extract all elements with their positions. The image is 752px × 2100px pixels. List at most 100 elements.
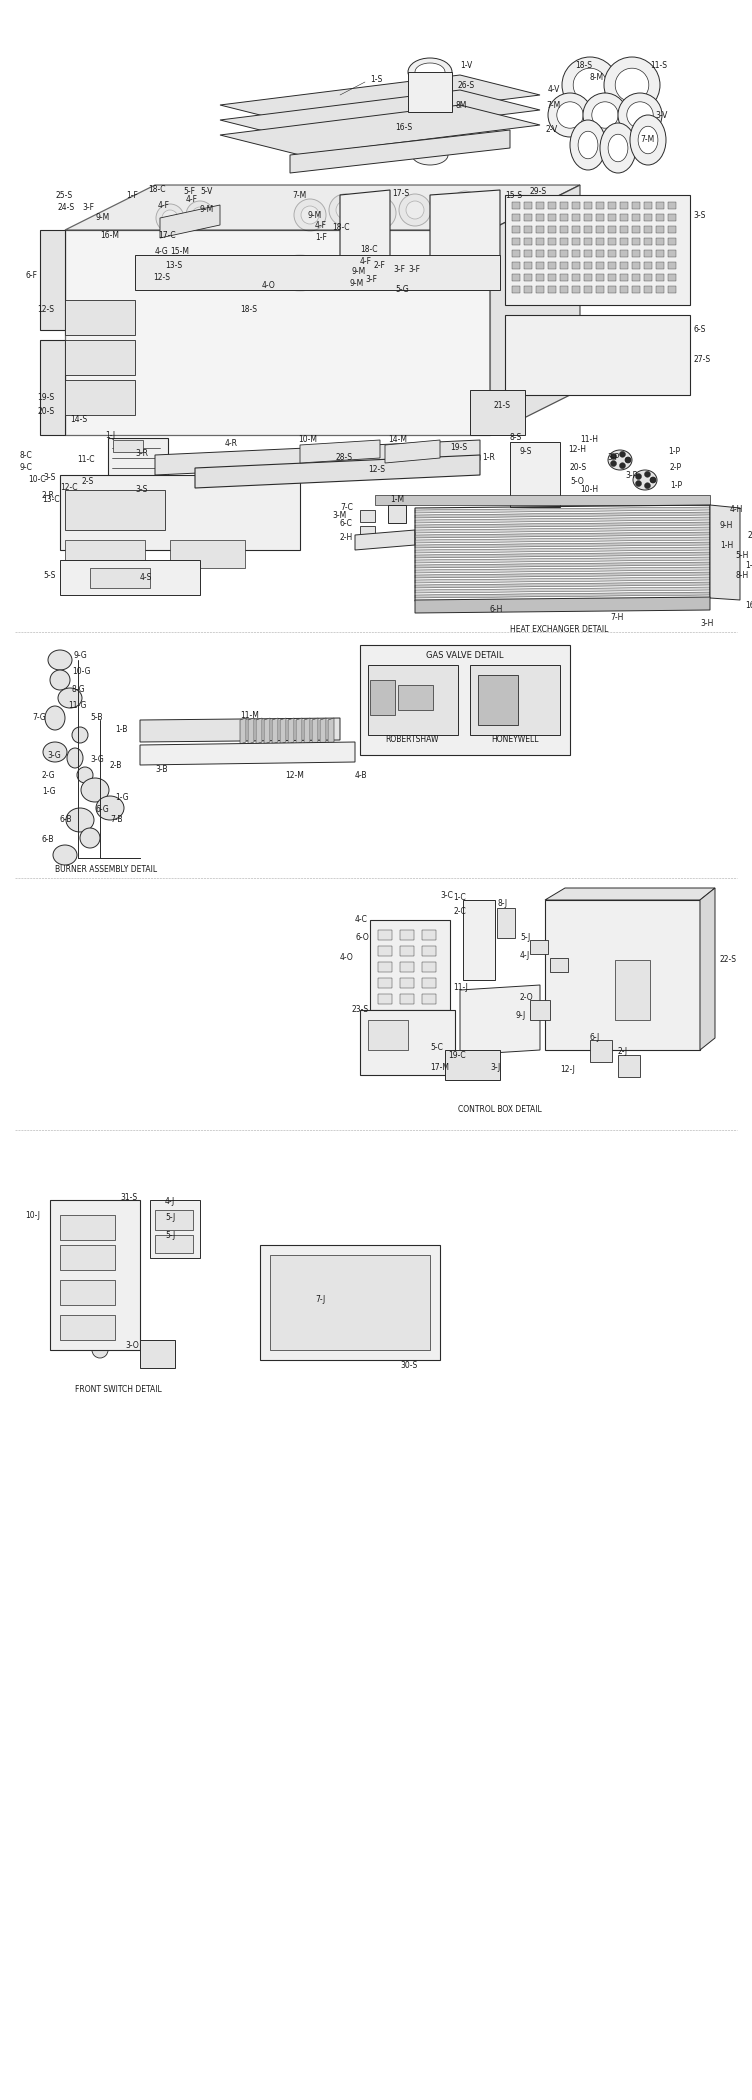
Bar (90, 567, 150, 588)
Text: ROBERTSHAW: ROBERTSHAW (385, 735, 438, 746)
Bar (560, 250, 568, 256)
Ellipse shape (43, 741, 67, 762)
Bar (584, 273, 592, 281)
Text: 22-S: 22-S (720, 956, 737, 964)
Ellipse shape (459, 275, 463, 279)
Text: 4-F: 4-F (315, 220, 327, 229)
Bar (536, 237, 544, 246)
Bar (608, 250, 616, 256)
Bar (422, 945, 436, 956)
Text: 7-B: 7-B (110, 815, 123, 825)
Polygon shape (415, 571, 710, 578)
Text: 8-C: 8-C (20, 452, 33, 460)
Ellipse shape (615, 67, 649, 101)
Ellipse shape (186, 202, 214, 229)
Bar (596, 273, 604, 281)
Text: 3-H: 3-H (700, 620, 714, 628)
Ellipse shape (517, 452, 553, 487)
Text: 20-S: 20-S (37, 407, 54, 416)
Bar (512, 262, 520, 269)
Ellipse shape (412, 116, 448, 134)
Ellipse shape (207, 260, 211, 265)
Bar (668, 250, 676, 256)
Polygon shape (355, 529, 415, 550)
Polygon shape (260, 1245, 440, 1361)
Bar (548, 227, 556, 233)
Bar (584, 202, 592, 210)
Bar (572, 214, 580, 220)
Ellipse shape (477, 260, 481, 265)
Text: 1-R: 1-R (482, 454, 495, 462)
Polygon shape (50, 1199, 140, 1350)
Text: 7-G: 7-G (32, 714, 46, 722)
Bar (668, 262, 676, 269)
Bar (536, 202, 544, 210)
Text: 6-F: 6-F (25, 271, 37, 279)
Bar (378, 962, 392, 972)
Ellipse shape (458, 218, 472, 231)
Polygon shape (65, 300, 135, 336)
Text: 16-M: 16-M (100, 231, 119, 239)
Ellipse shape (583, 92, 627, 136)
Bar (113, 441, 143, 452)
Text: 2-B: 2-B (110, 760, 123, 769)
Text: 3-F: 3-F (82, 202, 94, 212)
Ellipse shape (67, 748, 83, 769)
Bar (656, 237, 664, 246)
Bar (524, 202, 532, 210)
Bar (572, 250, 580, 256)
Text: 1-B: 1-B (115, 724, 127, 735)
Ellipse shape (385, 687, 405, 704)
Text: 1-F: 1-F (126, 191, 138, 200)
Ellipse shape (278, 260, 284, 265)
Bar (550, 958, 568, 972)
Ellipse shape (143, 748, 153, 758)
Ellipse shape (633, 470, 657, 489)
Ellipse shape (604, 57, 660, 113)
Ellipse shape (156, 204, 184, 231)
Bar (60, 1315, 115, 1340)
Polygon shape (415, 531, 710, 538)
Ellipse shape (644, 470, 650, 477)
Text: CONTROL BOX DETAIL: CONTROL BOX DETAIL (458, 1105, 542, 1115)
Bar (155, 1210, 193, 1231)
Ellipse shape (72, 727, 88, 743)
Text: 10-C: 10-C (28, 475, 46, 485)
Bar (632, 286, 640, 294)
Bar (400, 945, 414, 956)
Bar (536, 273, 544, 281)
Polygon shape (415, 512, 710, 519)
Bar (632, 250, 640, 256)
Bar (512, 227, 520, 233)
Text: HEAT EXCHANGER DETAIL: HEAT EXCHANGER DETAIL (510, 626, 608, 634)
Ellipse shape (171, 260, 175, 265)
Ellipse shape (213, 748, 223, 758)
Bar (560, 286, 568, 294)
Polygon shape (545, 888, 715, 901)
Ellipse shape (592, 101, 618, 128)
Bar (596, 202, 604, 210)
Ellipse shape (199, 748, 209, 758)
Ellipse shape (390, 1050, 410, 1071)
Ellipse shape (625, 458, 631, 462)
Ellipse shape (96, 796, 124, 819)
Ellipse shape (368, 260, 374, 265)
Ellipse shape (387, 275, 392, 279)
Polygon shape (135, 254, 500, 290)
Ellipse shape (153, 260, 157, 265)
Text: 7-C: 7-C (340, 504, 353, 512)
Ellipse shape (329, 193, 361, 227)
Text: 1-S: 1-S (370, 76, 382, 84)
Text: GAS VALVE DETAIL: GAS VALVE DETAIL (426, 651, 504, 659)
Bar (548, 273, 556, 281)
Polygon shape (415, 517, 710, 523)
Ellipse shape (225, 275, 229, 279)
Bar (524, 286, 532, 294)
Bar (536, 214, 544, 220)
Ellipse shape (608, 449, 632, 470)
Text: 10-M: 10-M (298, 435, 317, 445)
Ellipse shape (336, 202, 354, 218)
Text: 14-S: 14-S (70, 416, 87, 424)
Bar (65, 540, 145, 567)
Text: 4-O: 4-O (340, 953, 353, 962)
